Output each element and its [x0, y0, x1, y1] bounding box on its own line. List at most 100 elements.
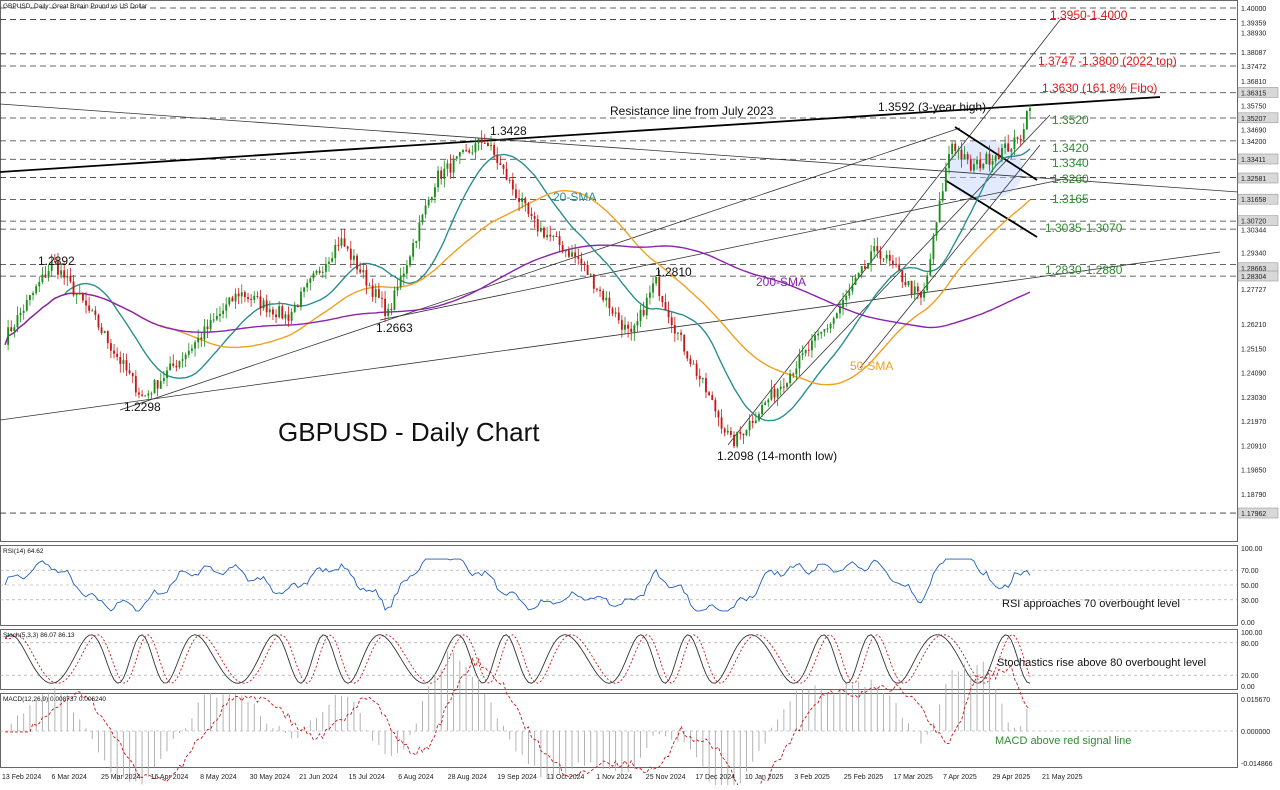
price-axis-label: 1.38930: [1241, 31, 1266, 38]
candle-body: [779, 386, 782, 390]
date-axis-label: 6 Aug 2024: [398, 774, 434, 781]
price-axis-label: 1.38087: [1241, 50, 1266, 57]
flag-upper: [954, 126, 1038, 181]
candle-body: [867, 262, 869, 269]
candle-body: [203, 326, 206, 340]
macd-title: MACD(12,26,9) 0.008737 0.006240: [3, 696, 106, 703]
candle-body: [546, 234, 549, 238]
candle-body: [748, 420, 751, 431]
candle-body: [181, 359, 184, 361]
rsi-axis-label: 30.00: [1241, 598, 1259, 605]
candle-body: [303, 287, 306, 292]
date-axis-label: 1 Nov 2024: [596, 774, 632, 781]
candle-body: [686, 351, 689, 359]
candle-body: [421, 214, 424, 223]
candle-body: [486, 142, 489, 147]
candle-body: [592, 274, 595, 289]
candle-body: [533, 215, 536, 220]
candle-body: [957, 149, 960, 151]
level-r3: 1.3630 (161.8% Fibo): [1042, 81, 1157, 95]
candle-body: [10, 327, 13, 332]
candle-body: [795, 368, 798, 375]
candle-body: [22, 310, 25, 313]
price-axis-label: 1.30344: [1241, 227, 1266, 234]
candle-body: [306, 282, 309, 288]
candle-body: [106, 331, 109, 344]
level-s6: 1.3035-1.3070: [1045, 221, 1123, 235]
candlesticks: [7, 104, 1031, 449]
candle-body: [801, 353, 804, 356]
level-s5: 1.3165: [1052, 192, 1089, 206]
candle-body: [761, 405, 763, 415]
price-axis-label: 1.40000: [1241, 6, 1266, 13]
candle-body: [13, 327, 16, 332]
channel-line-1: [119, 127, 961, 411]
channel-line-2: [379, 179, 1061, 321]
candle-body: [652, 283, 654, 293]
candle-body: [209, 319, 212, 330]
candle-body: [131, 373, 134, 377]
candle-body: [832, 318, 835, 324]
candle-body: [966, 154, 969, 160]
candle-body: [879, 251, 882, 259]
candle-body: [88, 305, 91, 311]
resistance-label: Resistance line from July 2023: [610, 104, 774, 118]
candle-body: [284, 314, 287, 319]
candle-body: [16, 315, 19, 328]
candle-body: [47, 270, 50, 278]
candle-body: [449, 163, 452, 173]
candle-body: [272, 309, 274, 315]
candle-body: [851, 284, 854, 292]
candle-body: [471, 152, 474, 154]
candle-body: [695, 363, 698, 376]
rsi-note: RSI approaches 70 overbought level: [1002, 598, 1180, 610]
level-s2: 1.3420: [1052, 141, 1089, 155]
candle-body: [377, 289, 380, 298]
candle-body: [393, 290, 396, 311]
moving-averages: [4, 148, 1031, 422]
candle-body: [614, 312, 617, 314]
candle-body: [518, 197, 520, 202]
candle-body: [215, 315, 218, 320]
candle-body: [574, 252, 577, 257]
level-s3: 1.3340: [1052, 156, 1089, 170]
price-axis-label: 1.34200: [1241, 139, 1266, 146]
level-s1: 1.3520: [1052, 113, 1089, 127]
candle-body: [888, 254, 891, 261]
candle-body: [474, 143, 477, 153]
candle-body: [751, 420, 754, 424]
rsi-axis-label: 70.00: [1241, 568, 1259, 575]
long-support-line: [0, 251, 1221, 421]
candle-body: [549, 234, 552, 237]
candle-body: [648, 292, 651, 298]
candle-body: [608, 297, 611, 309]
candle-body: [948, 153, 950, 169]
candle-body: [742, 433, 745, 436]
candle-body: [200, 337, 203, 340]
price-axis-label: 1.37472: [1241, 64, 1266, 71]
candle-body: [901, 270, 904, 282]
candle-body: [178, 360, 181, 368]
candle-body: [194, 342, 196, 349]
low-1266-label: 1.2663: [376, 321, 413, 335]
candle-body: [97, 314, 100, 328]
candle-body: [789, 373, 792, 384]
indicators: 100.00 70.00 50.00 30.00 0.00 100.00 80.00 20.0…: [0, 546, 1273, 790]
stoch-axis-label: 100.00: [1241, 630, 1263, 637]
date-axis-label: 21 Jun 2024: [299, 774, 338, 781]
candle-body: [337, 245, 340, 247]
candle-body: [729, 430, 732, 435]
candle-body: [187, 350, 190, 355]
candle-body: [627, 324, 630, 329]
candle-body: [891, 260, 894, 264]
candle-body: [683, 334, 686, 352]
candle-body: [275, 314, 277, 318]
candle-body: [493, 144, 496, 155]
candle-body: [639, 309, 642, 322]
candle-body: [94, 310, 97, 315]
candle-body: [854, 277, 857, 285]
price-axis-label: 1.26210: [1241, 322, 1266, 329]
candle-body: [44, 274, 47, 278]
price-axis-label: 1.39359: [1241, 21, 1266, 28]
